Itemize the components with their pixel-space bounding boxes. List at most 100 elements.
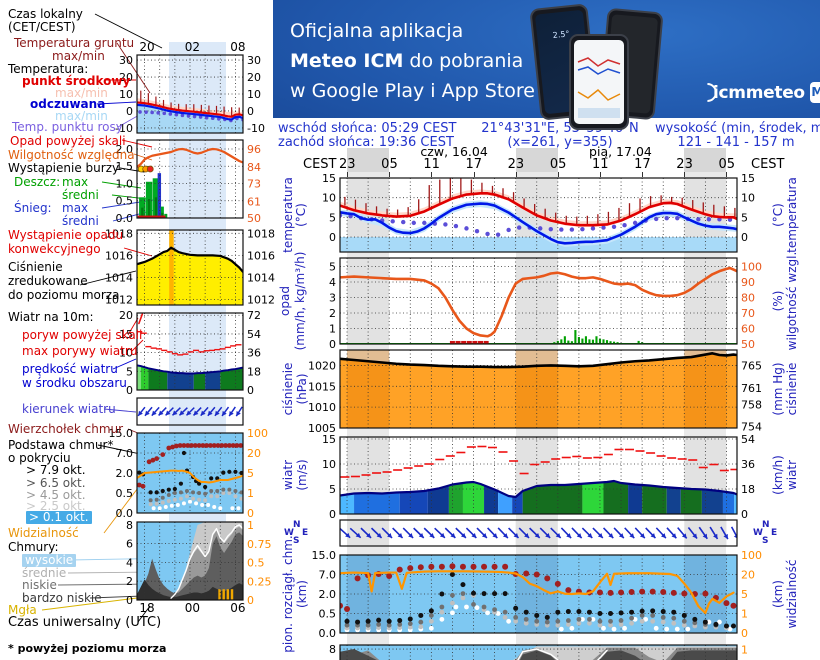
svg-text:72: 72 (247, 309, 261, 322)
svg-text:54: 54 (741, 433, 755, 446)
hour-label: 17 (465, 157, 483, 172)
legend-label: Temp. punktu rosy (12, 120, 123, 134)
svg-text:765: 765 (741, 360, 762, 373)
hour-label: 05 (549, 157, 567, 172)
legend-label: kierunek wiatru (22, 402, 116, 416)
legend-label: Deszcz: (14, 175, 61, 189)
svg-text:5: 5 (329, 211, 336, 224)
axis-label--hpa-: (hPa) (295, 373, 309, 405)
axis-label--°c-: (°C) (771, 203, 785, 227)
hour-label: 05 (381, 157, 398, 172)
hour-tick (557, 172, 559, 177)
svg-text:2: 2 (126, 575, 133, 588)
axis-label--m-s-: (m/s) (295, 459, 309, 491)
svg-text:20: 20 (741, 569, 755, 582)
svg-text:36: 36 (247, 347, 261, 360)
hour-tick (389, 172, 391, 177)
svg-text:73: 73 (247, 178, 261, 191)
legend-label: max/min (55, 86, 108, 100)
legend-label: Temperatura gruntu (14, 36, 135, 50)
legend-label: punkt środkowy (22, 74, 131, 88)
cest-label-left: CEST (303, 157, 337, 172)
main-wind-chart: 15 10 5 0 54 36 18 0 (322, 433, 755, 521)
svg-text:10: 10 (119, 88, 133, 101)
svg-text:4: 4 (329, 276, 336, 289)
hour-tick (642, 172, 644, 177)
legend-label: Wystąpienie opadu (8, 228, 124, 242)
axis-label-ci-nienie: ciśnienie (281, 362, 295, 416)
legend-label: > 4.5 okt. (26, 488, 86, 502)
legend-label: prędkość wiatru (22, 362, 118, 376)
mini-hour-label: 08 (230, 40, 246, 54)
hour-tick (473, 172, 475, 177)
svg-text:3: 3 (329, 292, 336, 305)
svg-text:0.75: 0.75 (247, 538, 272, 551)
svg-text:0: 0 (741, 627, 748, 640)
mini-cloud-cover-chart: 8 6 4 2 0 1 0.75 0.5 0.25 0 (126, 519, 272, 607)
svg-text:1: 1 (329, 323, 336, 336)
svg-text:30: 30 (247, 54, 261, 67)
main-pressure-chart: 1020 1015 1010 1005 765 761 758 754 (308, 349, 762, 435)
svg-text:36: 36 (741, 458, 755, 471)
svg-text:5: 5 (126, 365, 133, 378)
svg-text:1018: 1018 (105, 227, 133, 240)
mini-wind-chart: 20 15 10 5 0 72 54 36 18 0 (119, 309, 261, 397)
svg-text:50: 50 (247, 212, 261, 225)
svg-text:10: 10 (322, 192, 336, 205)
svg-text:1018: 1018 (247, 227, 275, 240)
svg-text:0.0: 0.0 (116, 507, 134, 520)
svg-text:1.0: 1.0 (116, 177, 134, 190)
legend-label: wysokie (22, 554, 77, 567)
svg-text:20: 20 (247, 447, 261, 460)
svg-text:0.5: 0.5 (247, 557, 265, 570)
svg-text:2.0: 2.0 (116, 467, 134, 480)
axis-label--mm-h-kg-m-h-: (mm/h, kg/m³/h) (293, 251, 307, 351)
legend-label: max (62, 201, 89, 215)
altitude-label: wysokość (min, środek, max) (655, 121, 820, 136)
svg-text:0: 0 (247, 594, 254, 607)
logo-badge: M° (809, 82, 820, 103)
hour-label: 23 (676, 157, 693, 172)
svg-text:-10: -10 (247, 122, 265, 135)
main-precip-humidity-chart: 5 4 3 2 1 0 100 90 80 70 60 50 (329, 257, 762, 351)
svg-text:0.25: 0.25 (247, 575, 272, 588)
svg-text:96: 96 (247, 143, 261, 156)
svg-text:8: 8 (126, 519, 133, 532)
banner-line-3: w Google Play i App Store (290, 80, 535, 102)
app-banner[interactable]: Oficjalna aplikacja Meteo ICM do pobrani… (273, 0, 820, 130)
banner-line-1: Oficjalna aplikacja (290, 20, 464, 42)
svg-text:0: 0 (741, 508, 748, 521)
night-band-strip (347, 148, 390, 172)
svg-text:10: 10 (247, 88, 261, 101)
mini-cloud-extent-visibility-chart: 15.0 7.0 2.0 0.5 0.0 100 20 5 1 0 (109, 427, 269, 520)
hour-label: 23 (339, 157, 356, 172)
hour-label: 11 (591, 157, 609, 172)
svg-text:6: 6 (126, 538, 133, 551)
svg-text:1: 1 (741, 608, 748, 621)
svg-text:1010: 1010 (308, 401, 336, 414)
legend-label: Wiatr na 10m: (8, 310, 94, 324)
svg-text:5: 5 (329, 261, 336, 274)
legend-label: Wierzchołek chmur (8, 422, 124, 436)
axis-label-widzialno-: widzialność (785, 559, 799, 629)
mini-pressure-chart: 1018 1016 1014 1012 1018 1016 1014 1012 (105, 227, 275, 306)
svg-text:5: 5 (741, 211, 748, 224)
svg-text:10: 10 (322, 458, 336, 471)
svg-text:0.5: 0.5 (116, 195, 134, 208)
svg-text:8: 8 (329, 643, 336, 656)
svg-text:15: 15 (741, 172, 755, 185)
icmmeteo-logo: icmmeteo M° (694, 79, 820, 106)
legend-label: średni (62, 214, 99, 228)
legend-label: średnie (22, 566, 67, 580)
axis-label-wiatr: wiatr (785, 459, 799, 491)
svg-text:0: 0 (126, 105, 133, 118)
banner-line-2: Meteo ICM do pobrania (290, 50, 524, 72)
svg-text:0: 0 (247, 507, 254, 520)
svg-text:1015: 1015 (308, 380, 336, 393)
legend-label: max/min (55, 109, 108, 123)
legend-label: konwekcyjnego (8, 242, 101, 256)
legend-label: do poziomu morza (8, 288, 120, 302)
svg-text:1012: 1012 (247, 293, 275, 306)
svg-text:1014: 1014 (247, 271, 275, 284)
